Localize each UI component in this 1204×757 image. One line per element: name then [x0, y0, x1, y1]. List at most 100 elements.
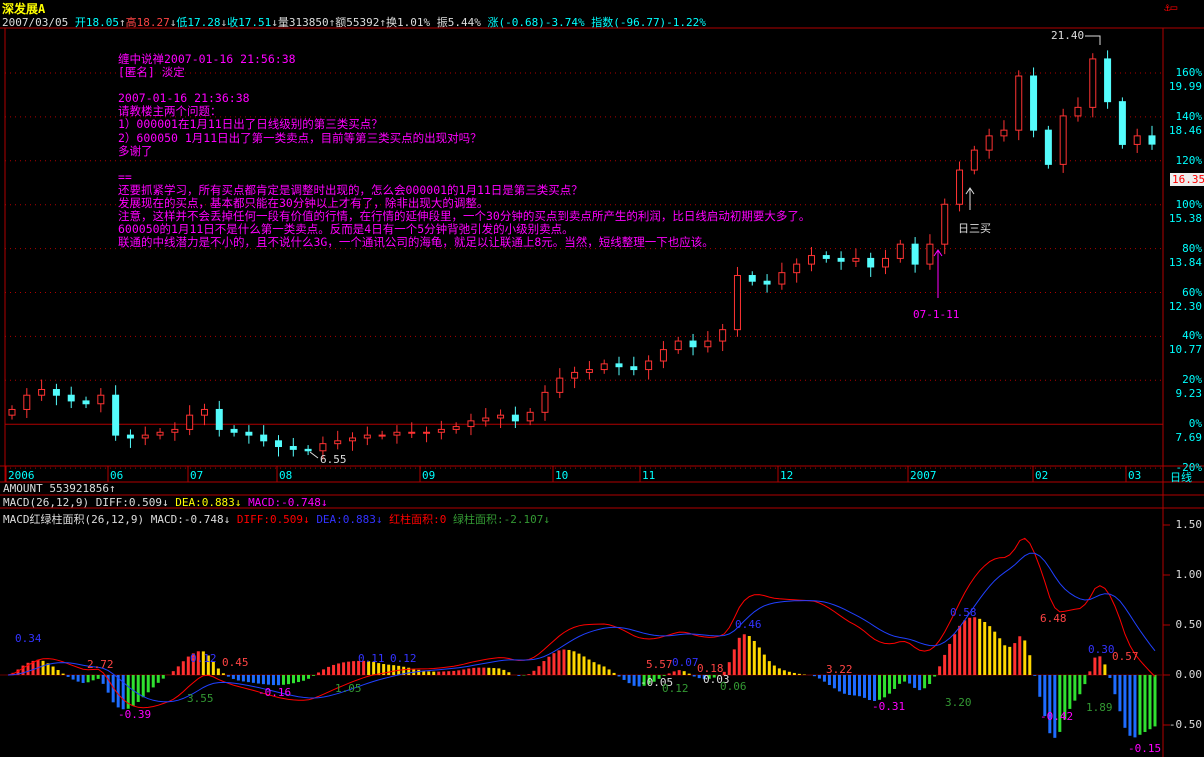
- y-tick-price: 15.38: [1168, 211, 1202, 225]
- period-label[interactable]: 日线: [1170, 471, 1192, 484]
- macd-area-label: 1.89: [1086, 701, 1113, 714]
- y-tick-pct: 140%: [1175, 109, 1203, 123]
- macd-histogram-bar: [81, 675, 85, 683]
- macd-histogram-bar: [517, 675, 521, 676]
- candle-body: [867, 257, 875, 268]
- macd-histogram-bar: [402, 666, 406, 675]
- macd-histogram-bar: [437, 671, 441, 675]
- macd-histogram-bar: [1033, 675, 1037, 676]
- macd-area-label: -0.39: [118, 708, 151, 721]
- macd-area-label: 5.57: [646, 658, 673, 671]
- macd-histogram-bar: [382, 664, 386, 675]
- macd-histogram-bar: [372, 662, 376, 675]
- macd-histogram-bar: [607, 669, 611, 675]
- y-tick-price: 12.30: [1168, 299, 1202, 313]
- candle-body: [748, 275, 756, 282]
- candle-body: [334, 440, 342, 445]
- macd-histogram-bar: [817, 675, 821, 679]
- macd-histogram-bar: [953, 634, 957, 675]
- macd-histogram-bar: [737, 637, 741, 675]
- macd-area-label: 0.58: [950, 606, 977, 619]
- candle-body: [452, 426, 460, 430]
- macd-tick-label: -0.50: [1168, 718, 1202, 731]
- macd-histogram-bar: [842, 675, 846, 694]
- post-line: 还要抓紧学习，所有买点都肯定是调整时出现的，怎么会000001的1月11日是第三…: [118, 182, 583, 197]
- macd-histogram-bar: [933, 675, 937, 677]
- macd-tick-label: 1.00: [1175, 568, 1203, 581]
- macd-histogram-bar: [1068, 675, 1072, 709]
- macd-histogram-bar: [993, 631, 997, 675]
- candle-body: [245, 431, 253, 436]
- post-line: 多谢了: [118, 143, 153, 158]
- macd-histogram-bar: [667, 673, 671, 675]
- macd-histogram-bar: [627, 675, 631, 684]
- macd-histogram-bar: [46, 663, 50, 675]
- macd-histogram-bar: [1123, 675, 1127, 728]
- candle-body: [852, 257, 860, 262]
- y-tick-price: 13.84: [1168, 255, 1202, 269]
- macd-histogram-bar: [86, 675, 90, 683]
- macd-area-label: 0.12: [662, 682, 689, 695]
- macd-histogram-bar: [893, 675, 897, 689]
- macd-histogram-bar: [1138, 675, 1142, 735]
- macd-histogram-bar: [1013, 643, 1017, 675]
- candle-body: [763, 280, 771, 285]
- stock-title: 深发展A: [2, 2, 46, 16]
- post-line: 联通的中线潜力是不小的，且不说什么3G，一个通讯公司的海龟，就足以让联通上8元。…: [118, 235, 714, 250]
- macd-histogram-bar: [91, 675, 95, 681]
- candle-body: [645, 360, 653, 371]
- candle-body: [319, 443, 327, 452]
- candle-body: [23, 394, 31, 410]
- candle-body: [52, 389, 60, 396]
- macd-dea: DEA:0.883↓: [175, 496, 242, 509]
- anchor-icon[interactable]: ⚓▭: [1164, 1, 1178, 14]
- amount-line: AMOUNT 553921856↑: [3, 482, 116, 495]
- candle-body: [349, 437, 357, 442]
- area-macd: MACD:-0.748↓: [150, 513, 231, 526]
- macd-histogram-bar: [442, 671, 446, 675]
- y-tick-pct: 40%: [1182, 329, 1202, 343]
- macd-histogram-bar: [923, 675, 927, 689]
- macd-histogram-bar: [983, 621, 987, 675]
- candle-body: [941, 203, 949, 245]
- macd-histogram-bar: [1098, 656, 1102, 675]
- macd-histogram-bar: [722, 671, 726, 675]
- macd-histogram-bar: [241, 675, 245, 682]
- candle-body: [689, 340, 697, 348]
- macd-area-label: 1.05: [335, 682, 362, 695]
- macd-histogram-bar: [873, 675, 877, 701]
- macd-histogram-bar: [587, 659, 591, 675]
- macd-histogram-bar: [552, 653, 556, 675]
- macd-histogram-bar: [191, 653, 195, 675]
- macd-histogram-bar: [878, 675, 882, 700]
- x-tick-label: 2006: [8, 469, 35, 482]
- candle-body: [793, 263, 801, 274]
- quote-change: 涨(-0.68)-3.74%: [487, 16, 585, 29]
- candle-body: [289, 446, 297, 450]
- macd-histogram-bar: [181, 661, 185, 675]
- macd-histogram-bar: [261, 675, 265, 685]
- candle-body: [437, 428, 445, 433]
- macd-histogram-bar: [632, 675, 636, 686]
- macd-histogram-bar: [457, 670, 461, 675]
- macd-histogram-bar: [1128, 675, 1132, 736]
- candle-body: [1104, 58, 1112, 103]
- quote-index: 指数(-96.77)-1.22%: [591, 16, 706, 29]
- macd-histogram-bar: [868, 675, 872, 701]
- macd-histogram-bar: [597, 664, 601, 675]
- macd-histogram-bar: [211, 661, 215, 675]
- quote-amplitude: 振5.44%: [436, 16, 481, 29]
- macd-area-label: 0.12: [390, 652, 417, 665]
- candle-body: [1133, 135, 1141, 145]
- post-line: 2）600050 1月11日出了第一类卖点，目前等第三类买点的出现对吗？: [118, 130, 482, 145]
- macd-histogram-bar: [617, 675, 621, 677]
- candle-body: [186, 414, 194, 430]
- macd-histogram-bar: [256, 675, 260, 684]
- macd-histogram-bar: [847, 675, 851, 696]
- x-tick-label: 08: [279, 469, 292, 482]
- post-line: [匿名] 淡定: [118, 65, 185, 80]
- macd-histogram-bar: [732, 649, 736, 675]
- macd-histogram-bar: [973, 617, 977, 675]
- candle-body: [1074, 106, 1082, 117]
